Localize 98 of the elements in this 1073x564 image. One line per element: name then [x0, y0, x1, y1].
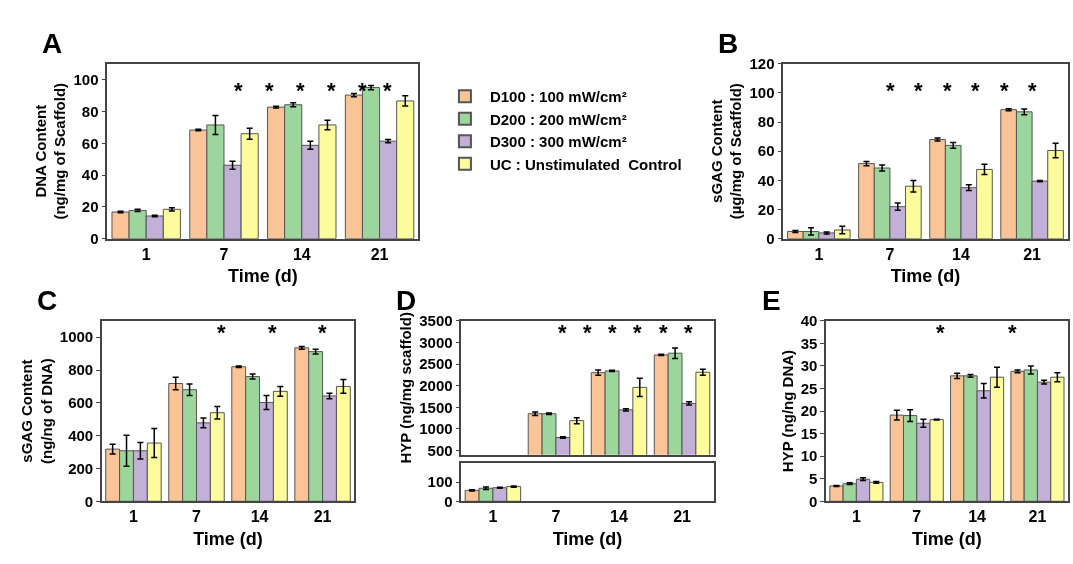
- x-tick-label: 21: [1028, 508, 1047, 526]
- annotation: *: [296, 78, 305, 103]
- x-axis-title: Time (d): [228, 266, 298, 287]
- x-tick-label: 1: [141, 245, 151, 263]
- annotation: *: [659, 320, 668, 345]
- x-tick-label: 21: [370, 245, 389, 263]
- legend-label: D200 : 200 mW/cm²: [489, 110, 627, 128]
- annotation: *: [265, 78, 274, 103]
- x-tick-label: 1: [488, 508, 498, 526]
- y-tick-label: 20: [81, 198, 99, 216]
- y-tick-label: 60: [757, 142, 775, 160]
- annotation: *: [217, 320, 226, 345]
- y-tick-label: 3000: [419, 333, 453, 351]
- annotation: *: [234, 78, 243, 103]
- annotation: *: [684, 320, 693, 345]
- x-tick-label: 14: [610, 508, 628, 526]
- x-tick-label: 14: [952, 245, 971, 263]
- annotation: *: [971, 78, 980, 103]
- y-tick-label: 30: [800, 357, 818, 375]
- y-tick-label: 0: [90, 229, 99, 247]
- y-axis-title: sGAG Content (µg/mg of Scaffold): [707, 83, 745, 220]
- annotation: *: [936, 320, 945, 345]
- annotation: *: [558, 320, 567, 345]
- annotation: *: [886, 78, 895, 103]
- y-tick-label: 100: [427, 473, 453, 491]
- y-tick-label: 0: [766, 229, 775, 247]
- x-axis-title: Time (d): [552, 528, 623, 549]
- y-tick-label: 600: [68, 394, 94, 412]
- annotation: *: [383, 78, 392, 103]
- y-tick-label: 20: [757, 200, 775, 218]
- annotation: *: [943, 78, 952, 103]
- chart-title: A: [42, 28, 63, 59]
- annotation: *: [1008, 320, 1017, 345]
- y-tick-label: 200: [68, 459, 94, 477]
- legend-label: D300 : 300 mW/cm²: [489, 133, 627, 151]
- y-tick-label: 40: [81, 166, 99, 184]
- annotation: *: [1000, 78, 1009, 103]
- y-tick-label: 1500: [419, 398, 453, 416]
- y-tick-label: 40: [757, 171, 775, 189]
- y-tick-label: 25: [800, 379, 818, 397]
- x-tick-label: 14: [968, 508, 987, 526]
- y-tick-label: 400: [68, 426, 94, 444]
- annotation: *: [608, 320, 617, 345]
- y-tick-label: 100: [749, 84, 775, 102]
- x-axis-title: Time (d): [890, 266, 961, 287]
- annotation: *: [1028, 78, 1037, 103]
- y-tick-label: 80: [81, 102, 99, 120]
- x-tick-label: 7: [885, 245, 895, 263]
- y-tick-label: 1000: [59, 328, 94, 346]
- y-tick-label: 800: [68, 361, 94, 379]
- legend-label: UC : Unstimulated Control: [489, 155, 682, 173]
- annotation: *: [327, 78, 336, 103]
- y-tick-label: 10: [800, 447, 818, 465]
- x-tick-label: 7: [219, 245, 229, 263]
- x-tick-label: 1: [129, 508, 138, 526]
- x-tick-label: 7: [551, 508, 561, 526]
- annotation: *: [318, 320, 327, 345]
- y-tick-label: 2000: [419, 376, 453, 394]
- y-axis-title: HYP (ng/ng DNA): [778, 349, 796, 473]
- y-tick-label: 15: [800, 424, 818, 442]
- chart-title: E: [762, 285, 781, 316]
- x-tick-label: 21: [313, 508, 332, 526]
- y-tick-label: 40: [800, 312, 818, 330]
- x-axis-title: Time (d): [193, 528, 263, 549]
- y-tick-label: 2500: [419, 355, 453, 373]
- y-tick-label: 100: [73, 70, 99, 88]
- annotation: *: [633, 320, 642, 345]
- annotation: *: [358, 78, 367, 103]
- x-tick-label: 21: [1023, 245, 1042, 263]
- y-tick-label: 5: [809, 469, 818, 487]
- y-tick-label: 35: [800, 334, 818, 352]
- y-tick-label: 0: [809, 492, 818, 510]
- y-tick-label: 0: [84, 492, 94, 510]
- annotation: *: [914, 78, 923, 103]
- y-tick-label: 0: [444, 492, 453, 510]
- y-axis-title: DNA Content (ng/mg of Scaffold): [31, 82, 69, 220]
- x-tick-label: 14: [292, 245, 311, 263]
- x-tick-label: 7: [912, 508, 922, 526]
- x-tick-label: 21: [673, 508, 692, 526]
- chart-title: B: [718, 28, 739, 59]
- y-axis-title: sGAG Content (ng/ng of DNA): [18, 358, 55, 464]
- y-tick-label: 60: [81, 134, 99, 152]
- annotation: *: [583, 320, 592, 345]
- x-tick-label: 14: [250, 508, 269, 526]
- x-tick-label: 1: [814, 245, 824, 263]
- x-tick-label: 1: [851, 508, 861, 526]
- y-tick-label: 3500: [419, 312, 453, 330]
- legend-label: D100 : 100 mW/cm²: [489, 88, 627, 106]
- annotation: *: [268, 320, 277, 345]
- y-tick-label: 20: [800, 402, 818, 420]
- x-tick-label: 7: [192, 508, 202, 526]
- y-tick-label: 1000: [419, 420, 453, 438]
- y-tick-label: 80: [757, 113, 775, 131]
- y-tick-label: 120: [749, 54, 775, 72]
- chart-title: C: [37, 285, 58, 316]
- x-axis-title: Time (d): [912, 528, 982, 549]
- y-axis-title: HYP (ng/mg scaffold): [397, 312, 415, 464]
- y-tick-label: 500: [427, 441, 453, 459]
